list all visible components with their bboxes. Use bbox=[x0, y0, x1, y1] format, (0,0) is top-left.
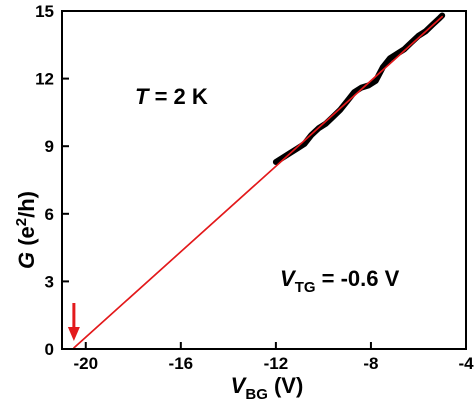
x-axis-label-subscript: BG bbox=[245, 386, 268, 403]
y-axis-label-symbol: G bbox=[14, 252, 39, 269]
x-tick-label: -12 bbox=[264, 354, 289, 373]
temperature-annotation: T = 2 K bbox=[135, 84, 208, 109]
threshold-arrow-head bbox=[67, 327, 80, 341]
y-tick-label: 15 bbox=[35, 2, 54, 21]
x-tick-label: -16 bbox=[169, 354, 194, 373]
x-tick-label: -8 bbox=[363, 354, 378, 373]
y-tick-label: 9 bbox=[45, 137, 54, 156]
plot-frame bbox=[61, 10, 467, 350]
x-tick-label: -20 bbox=[73, 354, 98, 373]
gate-voltage-symbol: V bbox=[280, 266, 297, 291]
threshold-arrow bbox=[67, 303, 80, 341]
gate-voltage-subscript: TG bbox=[295, 279, 316, 296]
y-axis-label-superscript: 2 bbox=[13, 218, 30, 226]
ticks-layer: -20 -16 -12 -8 -4 0 3 6 9 12 15 bbox=[35, 2, 474, 373]
y-axis-label: G (e2/h) bbox=[13, 191, 39, 269]
y-tick-label: 12 bbox=[35, 70, 54, 89]
x-axis-label-symbol: V bbox=[231, 373, 248, 398]
x-tick-label: -4 bbox=[458, 354, 474, 373]
x-axis-label: VBG (V) bbox=[231, 373, 304, 403]
temperature-value: = 2 K bbox=[148, 84, 207, 109]
temperature-symbol: T bbox=[135, 84, 150, 109]
gate-voltage-value: = -0.6 V bbox=[316, 266, 400, 291]
x-axis-label-unit: (V) bbox=[268, 373, 303, 398]
linear-fit-overlay bbox=[73, 16, 443, 349]
y-tick-label: 0 bbox=[45, 340, 54, 359]
series-layer bbox=[67, 12, 446, 349]
y-axis-label-unit: (e bbox=[14, 226, 39, 252]
y-axis-label-tail: /h) bbox=[14, 191, 39, 218]
measured-conductance-line bbox=[272, 12, 446, 165]
gate-voltage-annotation: VTG = -0.6 V bbox=[280, 266, 400, 296]
y-tick-label: 3 bbox=[45, 272, 54, 291]
y-tick-label: 6 bbox=[45, 205, 54, 224]
